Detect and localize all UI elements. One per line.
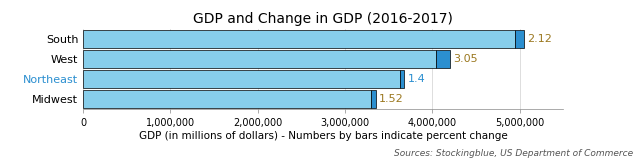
Bar: [83, 50, 436, 68]
X-axis label: GDP (in millions of dollars) - Numbers by bars indicate percent change: GDP (in millions of dollars) - Numbers b…: [139, 131, 508, 141]
Title: GDP and Change in GDP (2016-2017): GDP and Change in GDP (2016-2017): [193, 12, 453, 26]
Text: 1.52: 1.52: [379, 94, 404, 104]
Text: 2.12: 2.12: [527, 34, 552, 44]
Bar: [83, 90, 371, 108]
Bar: [436, 50, 450, 68]
Bar: [399, 70, 404, 88]
Bar: [515, 30, 524, 48]
Text: 1.4: 1.4: [408, 74, 426, 84]
Text: 3.05: 3.05: [453, 54, 478, 64]
Bar: [371, 90, 376, 108]
Bar: [83, 70, 399, 88]
Bar: [83, 30, 515, 48]
Text: Sources: Stockingblue, US Department of Commerce: Sources: Stockingblue, US Department of …: [394, 149, 634, 158]
